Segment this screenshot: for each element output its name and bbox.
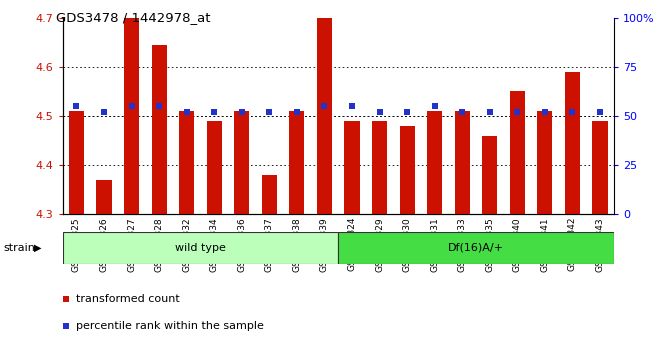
Bar bbox=[179, 111, 194, 214]
Point bbox=[209, 109, 220, 115]
Bar bbox=[565, 72, 580, 214]
Point bbox=[71, 103, 82, 109]
Point bbox=[430, 103, 440, 109]
Text: GDS3478 / 1442978_at: GDS3478 / 1442978_at bbox=[56, 11, 211, 24]
Bar bbox=[427, 111, 442, 214]
Bar bbox=[510, 91, 525, 214]
Bar bbox=[593, 121, 608, 214]
Point bbox=[457, 109, 467, 115]
Bar bbox=[69, 111, 84, 214]
Point bbox=[512, 109, 523, 115]
Bar bbox=[537, 111, 552, 214]
Point bbox=[292, 109, 302, 115]
Text: percentile rank within the sample: percentile rank within the sample bbox=[76, 321, 264, 331]
Bar bbox=[317, 18, 332, 214]
Bar bbox=[338, 232, 614, 264]
Bar bbox=[262, 175, 277, 214]
Point bbox=[99, 109, 110, 115]
Point bbox=[484, 109, 495, 115]
Bar bbox=[63, 232, 338, 264]
Bar bbox=[482, 136, 498, 214]
Text: transformed count: transformed count bbox=[76, 294, 180, 304]
Text: ▶: ▶ bbox=[34, 243, 42, 253]
Point bbox=[264, 109, 275, 115]
Point bbox=[595, 109, 605, 115]
Point bbox=[154, 103, 164, 109]
Point bbox=[319, 103, 330, 109]
Bar bbox=[399, 126, 414, 214]
Point bbox=[236, 109, 247, 115]
Bar bbox=[207, 121, 222, 214]
Bar bbox=[124, 18, 139, 214]
Point bbox=[126, 103, 137, 109]
Bar bbox=[455, 111, 470, 214]
Point bbox=[402, 109, 412, 115]
Bar bbox=[152, 45, 167, 214]
Point bbox=[540, 109, 550, 115]
Point bbox=[61, 323, 71, 329]
Bar bbox=[289, 111, 304, 214]
Point bbox=[374, 109, 385, 115]
Bar bbox=[234, 111, 249, 214]
Point bbox=[182, 109, 192, 115]
Bar bbox=[372, 121, 387, 214]
Text: wild type: wild type bbox=[175, 243, 226, 253]
Point bbox=[567, 109, 578, 115]
Text: Df(16)A/+: Df(16)A/+ bbox=[448, 243, 504, 253]
Text: strain: strain bbox=[3, 243, 35, 253]
Point bbox=[61, 296, 71, 302]
Bar bbox=[345, 121, 360, 214]
Bar bbox=[96, 180, 112, 214]
Point bbox=[346, 103, 357, 109]
